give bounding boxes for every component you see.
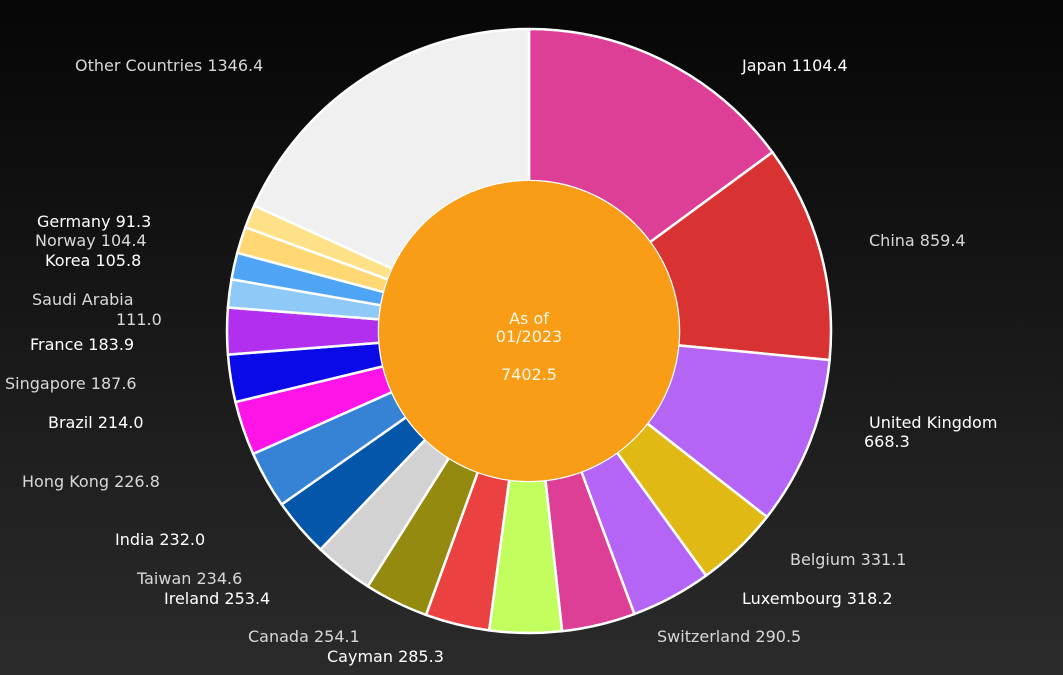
label-other-countries: Other Countries 1346.4 <box>75 56 263 75</box>
label-france: France 183.9 <box>30 335 134 354</box>
label-cayman: Cayman 285.3 <box>327 647 444 666</box>
slice-group <box>225 27 833 635</box>
label-canada: Canada 254.1 <box>248 627 360 646</box>
label-japan: Japan 1104.4 <box>741 56 848 75</box>
label-norway: Norway 104.4 <box>35 231 147 250</box>
label-luxembourg: Luxembourg 318.2 <box>742 589 893 608</box>
label-korea: Korea 105.8 <box>45 251 141 270</box>
center-label-line2: 01/2023 <box>496 327 562 346</box>
label-india: India 232.0 <box>115 530 205 549</box>
center-label-line1: As of <box>509 309 549 328</box>
label-united-kingdom-name: United Kingdom <box>869 413 997 432</box>
label-brazil: Brazil 214.0 <box>48 413 144 432</box>
label-switzerland: Switzerland 290.5 <box>657 627 801 646</box>
label-ireland: Ireland 253.4 <box>164 589 270 608</box>
label-taiwan: Taiwan 234.6 <box>136 569 242 588</box>
label-saudi-arabia-value: 111.0 <box>116 310 162 329</box>
center-total: 7402.5 <box>501 365 557 384</box>
label-china: China 859.4 <box>869 231 966 250</box>
label-singapore: Singapore 187.6 <box>5 374 137 393</box>
label-group: Japan 1104.4 China 859.4 United Kingdom668… <box>5 56 997 666</box>
center-disc <box>379 181 679 481</box>
label-germany: Germany 91.3 <box>37 212 151 231</box>
label-belgium: Belgium 331.1 <box>790 550 906 569</box>
label-saudi-arabia-name: Saudi Arabia <box>32 290 134 309</box>
label-hong-kong: Hong Kong 226.8 <box>22 472 160 491</box>
label-united-kingdom-value: 668.3 <box>864 432 910 451</box>
